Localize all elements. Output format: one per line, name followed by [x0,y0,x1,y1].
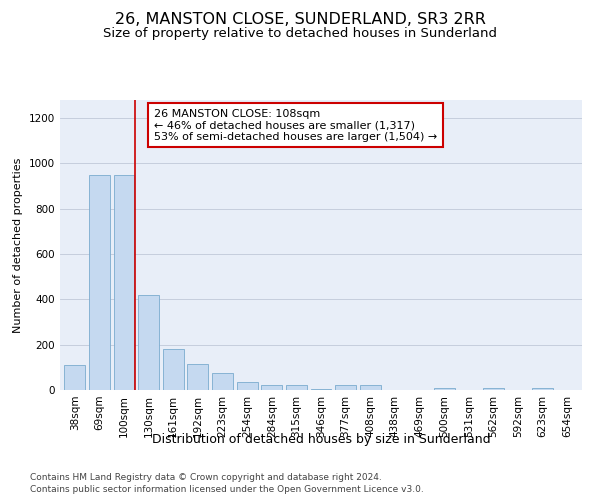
Text: 26 MANSTON CLOSE: 108sqm
← 46% of detached houses are smaller (1,317)
53% of sem: 26 MANSTON CLOSE: 108sqm ← 46% of detach… [154,108,437,142]
Bar [532,388,553,390]
Bar [236,382,257,390]
Text: Contains HM Land Registry data © Crown copyright and database right 2024.: Contains HM Land Registry data © Crown c… [30,472,382,482]
Bar [335,386,356,390]
Y-axis label: Number of detached properties: Number of detached properties [13,158,23,332]
Bar [261,386,282,390]
Bar [187,364,208,390]
Bar [163,349,184,390]
Text: Contains public sector information licensed under the Open Government Licence v3: Contains public sector information licen… [30,485,424,494]
Bar [64,365,85,390]
Bar [113,175,134,390]
Text: Size of property relative to detached houses in Sunderland: Size of property relative to detached ho… [103,28,497,40]
Bar [311,389,331,390]
Bar [89,175,110,390]
Bar [360,386,381,390]
Text: 26, MANSTON CLOSE, SUNDERLAND, SR3 2RR: 26, MANSTON CLOSE, SUNDERLAND, SR3 2RR [115,12,485,28]
Bar [434,388,455,390]
Text: Distribution of detached houses by size in Sunderland: Distribution of detached houses by size … [152,432,490,446]
Bar [138,295,159,390]
Bar [286,386,307,390]
Bar [212,373,233,390]
Bar [483,388,504,390]
